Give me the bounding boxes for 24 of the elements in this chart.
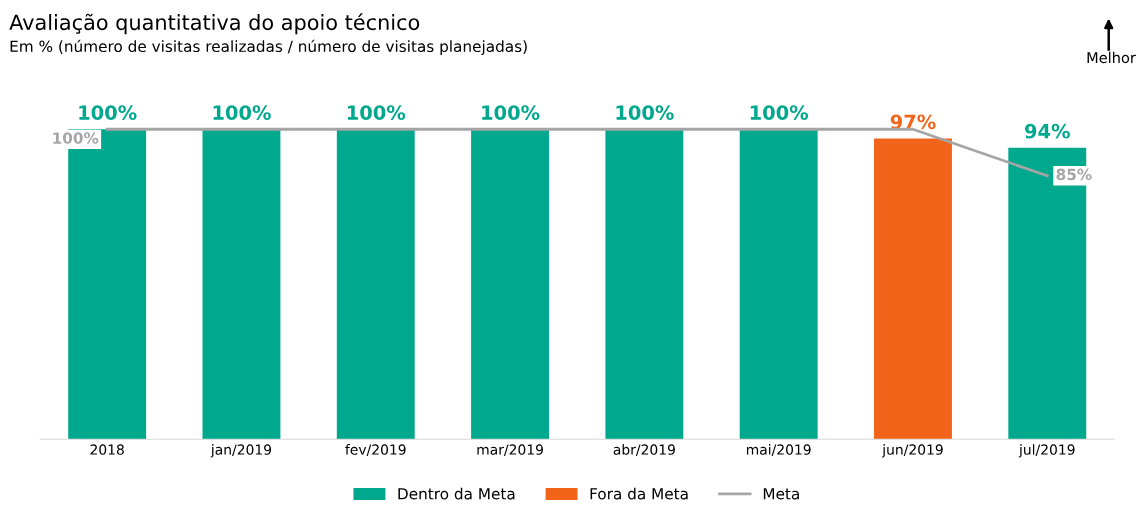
data-label: 100%	[79, 105, 137, 120]
legend-label: Fora da Meta	[590, 487, 688, 500]
x-tick-label: jan/2019	[210, 444, 272, 458]
x-tick-label: fev/2019	[345, 444, 406, 456]
data-label: 100%	[482, 105, 540, 120]
data-label: 97%	[890, 114, 936, 130]
x-tick-label: 2018	[90, 444, 124, 455]
legend-label: Meta	[763, 488, 799, 500]
data-label: 100%	[53, 132, 99, 144]
x-tick-label: jun/2019	[881, 444, 943, 458]
data-label: 100%	[616, 105, 674, 120]
data-label: 100%	[347, 105, 406, 120]
legend-label: Dentro da Meta	[398, 487, 515, 500]
x-tick-label: mai/2019	[746, 444, 811, 456]
data-label: 100%	[750, 105, 809, 120]
chart-subtitle: Em % (número de visitas realizadas / número de visitas planejadas)	[10, 39, 527, 56]
chart-title: Avaliação quantitativa do apoio técnico	[9, 13, 420, 35]
data-label: 94%	[1025, 123, 1070, 139]
x-tick-label: mar/2019	[477, 444, 543, 456]
data-label: 100%	[213, 105, 271, 120]
text: Melhor	[1087, 51, 1136, 64]
x-tick-label: jul/2019	[1018, 444, 1075, 458]
data-label: 85%	[1056, 168, 1092, 181]
x-tick-label: abr/2019	[613, 444, 675, 456]
